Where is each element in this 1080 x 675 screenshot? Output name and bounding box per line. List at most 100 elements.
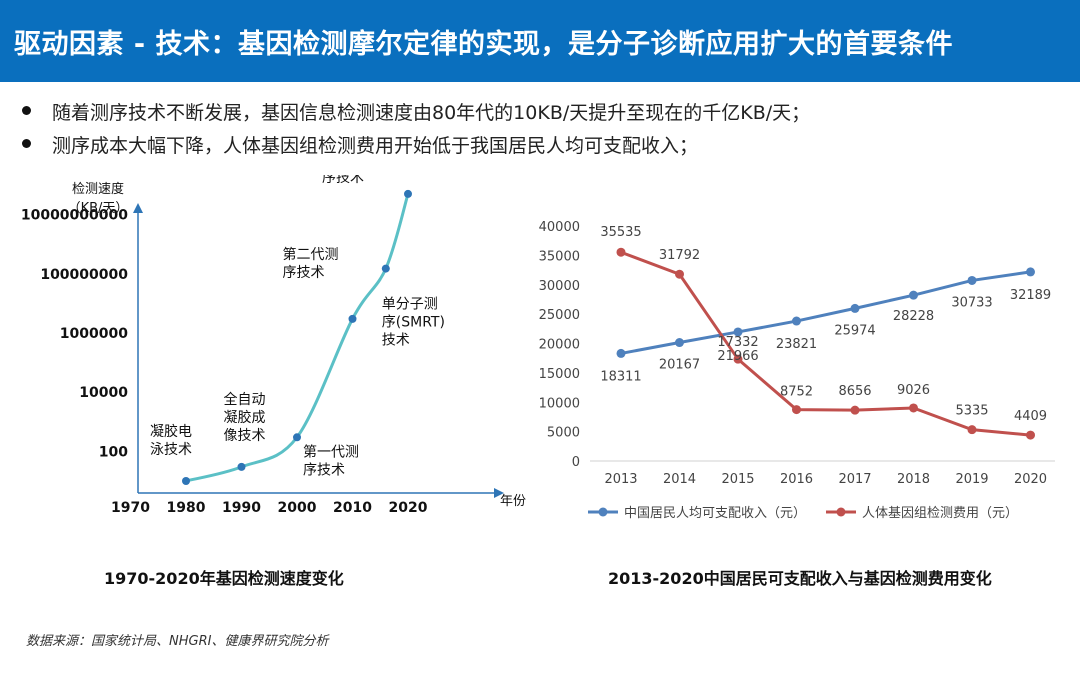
data-label: 31792 — [659, 248, 700, 263]
data-label: 20167 — [659, 358, 700, 373]
bullet-text: 随着测序技术不断发展，基因信息检测速度由80年代的10KB/天提升至现在的千亿K… — [52, 102, 811, 124]
series-point — [850, 405, 860, 415]
annotation-text: 凝胶成 — [224, 409, 266, 426]
page-title: 驱动因素 - 技术：基因检测摩尔定律的实现，是分子诊断应用扩大的首要条件 — [14, 29, 954, 60]
data-label: 23821 — [776, 337, 817, 352]
y-axis-title-line1: 检测速度 — [72, 181, 124, 197]
annotations: 凝胶电泳技术全自动凝胶成像技术第一代测序技术第二代测序技术单分子测序(SMRT)… — [150, 175, 445, 478]
y-tick-label: 0 — [572, 455, 580, 470]
series-line — [620, 250, 1031, 437]
series-point — [909, 290, 918, 300]
annotation-text: 泳技术 — [150, 442, 192, 458]
series-point — [675, 338, 684, 348]
y-tick-label: 40000 — [539, 220, 580, 235]
annotation-text: 技术 — [382, 333, 410, 349]
data-label: 35535 — [600, 225, 641, 240]
y-ticks: 100 10000 1000000 100000000 10000000000 — [21, 208, 128, 461]
y-tick-label: 10000 — [539, 396, 580, 411]
data-label: 4409 — [1014, 409, 1047, 424]
legend-marker — [598, 507, 608, 517]
x-tick-label: 2014 — [663, 472, 696, 487]
series-group — [616, 247, 1035, 440]
x-tick-label: 2016 — [780, 472, 813, 487]
legend-label: 中国居民人均可支配收入（元） — [624, 506, 806, 521]
annotation-text: 像技术 — [224, 428, 266, 444]
y-ticks: 0 5000 10000 15000 20000 25000 30000 35000 40000 — [539, 220, 580, 470]
y-tick-label: 25000 — [539, 308, 580, 323]
x-tick-label: 2015 — [721, 472, 754, 487]
left-chart-title: 1970-2020年基因检测速度变化 — [104, 569, 344, 588]
data-label: 28228 — [893, 309, 934, 324]
series-point — [967, 425, 977, 435]
annotation-text: 序技术 — [303, 462, 345, 478]
y-tick-label: 20000 — [539, 338, 580, 353]
data-label: 21966 — [717, 349, 758, 364]
annotation-text: 序技术 — [322, 175, 364, 186]
x-tick-label: 2020 — [389, 500, 428, 516]
speed-point — [293, 433, 301, 442]
axes — [133, 203, 504, 498]
series-point — [1026, 430, 1035, 440]
x-tick-label: 2018 — [897, 472, 930, 487]
annotation-text: 第二代测 — [283, 246, 339, 263]
y-tick-label: 10000 — [79, 385, 128, 401]
y-tick-label: 100 — [99, 444, 128, 460]
data-label: 32189 — [1010, 288, 1051, 303]
bullet-text: 测序成本大幅下降，人体基因组检测费用开始低于我国居民人均可支配收入； — [52, 135, 699, 157]
series-point — [792, 316, 801, 326]
series-point — [675, 269, 684, 279]
series-point — [733, 354, 743, 364]
speed-point — [404, 189, 412, 198]
series-point — [616, 348, 626, 358]
x-ticks: 1970 1980 1990 2000 2010 2020 — [111, 500, 428, 516]
x-arrow-icon — [494, 488, 504, 498]
speed-point — [237, 462, 246, 471]
y-arrow-icon — [133, 203, 143, 213]
x-tick-label: 1990 — [222, 500, 261, 516]
speed-point — [348, 314, 357, 323]
data-labels: 18311 20167 21966 23821 25974 28228 30733 32189… — [600, 225, 1051, 424]
bullet-dot-icon — [22, 106, 31, 115]
y-tick-label: 30000 — [539, 279, 580, 294]
data-label: 25974 — [834, 323, 875, 338]
data-source: 数据来源：国家统计局、NHGRI、健康界研究院分析 — [26, 634, 329, 649]
annotation-text: 序技术 — [283, 265, 325, 281]
x-tick-label: 2010 — [333, 500, 372, 516]
speed-point — [381, 264, 390, 273]
y-tick-label: 100000000 — [40, 267, 128, 283]
series-point — [967, 275, 977, 285]
legend: 中国居民人均可支配收入（元） 人体基因组检测费用（元） — [588, 506, 1018, 521]
speed-point — [182, 477, 190, 485]
right-chart-title: 2013-2020中国居民可支配收入与基因检测费用变化 — [608, 569, 992, 588]
series-point — [733, 327, 743, 337]
y-tick-label: 1000000 — [60, 326, 128, 342]
x-tick-label: 2019 — [955, 472, 988, 487]
series-point — [1026, 267, 1035, 277]
bullet-dot-icon — [22, 139, 31, 148]
annotation-text: 单分子测 — [382, 297, 438, 313]
speed-chart: 检测速度 （KB/天） 100 10000 1000000 100000000 1000… — [21, 175, 526, 516]
y-tick-label: 5000 — [547, 426, 580, 441]
data-label: 5335 — [955, 404, 988, 419]
x-tick-label: 2000 — [278, 500, 317, 516]
data-label: 18311 — [600, 369, 641, 384]
data-label: 8752 — [780, 385, 813, 400]
annotation-text: 第一代测 — [303, 443, 359, 460]
x-tick-label: 2017 — [838, 472, 871, 487]
data-label: 9026 — [897, 383, 930, 398]
y-tick-label: 15000 — [539, 367, 580, 382]
series-point — [909, 403, 918, 413]
y-tick-label: 35000 — [539, 249, 580, 264]
x-tick-label: 2020 — [1014, 472, 1047, 487]
speed-points — [182, 189, 412, 485]
data-label: 17332 — [717, 335, 758, 350]
series-point — [850, 303, 860, 313]
annotation-text: 凝胶电 — [150, 423, 192, 440]
y-axis-title-line2: （KB/天） — [68, 201, 129, 216]
x-tick-label: 1980 — [167, 500, 206, 516]
legend-marker — [836, 507, 846, 517]
header-bar: 驱动因素 - 技术：基因检测摩尔定律的实现，是分子诊断应用扩大的首要条件 — [0, 0, 1080, 82]
x-tick-label: 1970 — [111, 500, 150, 516]
series-point — [792, 405, 801, 415]
y-tick-label: 10000000000 — [21, 208, 128, 224]
